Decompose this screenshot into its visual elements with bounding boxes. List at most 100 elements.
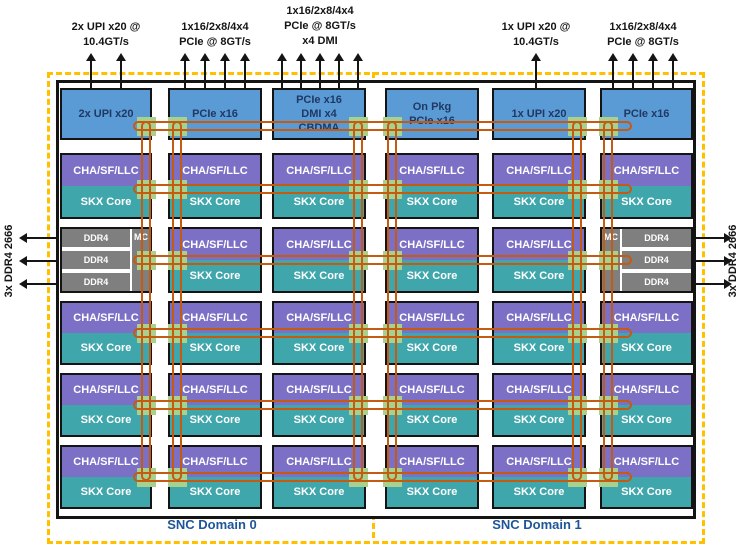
mesh-vertical-ring	[141, 121, 151, 481]
io-tile-label: PCIe x16	[296, 94, 342, 106]
skx-core-block: SKX Core	[387, 405, 477, 435]
mesh-vertical-ring	[353, 121, 363, 481]
core-tile: CHA/SF/LLC SKX Core	[385, 227, 479, 293]
snc-dashed-border	[47, 72, 705, 544]
ddr-arrow-shaft	[27, 237, 57, 239]
mesh-horizontal-ring	[133, 400, 632, 410]
mesh-horizontal-ring	[133, 328, 632, 338]
ddr4-slot: DDR4	[622, 273, 691, 291]
core-tile: CHA/SF/LLC SKX Core	[60, 153, 152, 219]
io-arrow-up-icon	[200, 53, 210, 61]
io-arrow-shaft	[535, 61, 537, 89]
skx-core-block: SKX Core	[494, 477, 584, 507]
io-arrow-up-icon	[628, 53, 638, 61]
io-arrow-up-icon	[86, 53, 96, 61]
core-tile: CHA/SF/LLC SKX Core	[272, 153, 366, 219]
top-io-label: 1x16/2x8/4x4 PCIe @ 8GT/s x4 DMI	[245, 4, 395, 49]
top-io-label-line: 1x16/2x8/4x4	[286, 5, 354, 17]
io-arrow-up-icon	[531, 53, 541, 61]
top-io-label: 1x16/2x8/4x4 PCIe @ 8GT/s	[568, 20, 718, 50]
ddr4-slot: DDR4	[62, 273, 130, 291]
skx-core-block: SKX Core	[387, 333, 477, 363]
top-io-label-line: 1x UPI x20 @	[501, 21, 571, 33]
io-arrow-shaft	[338, 61, 340, 89]
top-io-label-line: PCIe @ 8GT/s	[179, 36, 251, 48]
mesh-vertical-ring	[603, 121, 613, 481]
cha-sf-llc-block: CHA/SF/LLC	[387, 229, 477, 260]
io-tile-label: CBDMA	[298, 122, 340, 134]
mesh-horizontal-ring	[133, 255, 632, 265]
ddr4-slot: DDR4	[62, 229, 130, 247]
core-tile: CHA/SF/LLC SKX Core	[168, 227, 262, 293]
top-io-label-line: PCIe @ 8GT/s	[607, 36, 679, 48]
mesh-vertical-ring	[572, 121, 582, 481]
top-io-label-line: PCIe @ 8GT/s	[284, 20, 356, 32]
top-io-label: 1x16/2x8/4x4 PCIe @ 8GT/s	[140, 20, 290, 50]
cha-sf-llc-block: CHA/SF/LLC	[274, 303, 364, 333]
io-arrow-up-icon	[116, 53, 126, 61]
io-arrow-shaft	[612, 61, 614, 89]
io-arrow-up-icon	[277, 53, 287, 61]
io-arrow-shaft	[184, 61, 186, 89]
ddr-arrow-shaft	[27, 260, 57, 262]
io-arrow-up-icon	[608, 53, 618, 61]
top-io-label-line: 1x16/2x8/4x4	[609, 21, 677, 33]
core-tile: CHA/SF/LLC SKX Core	[60, 301, 152, 365]
io-tile-label: PCIe x16	[623, 108, 670, 120]
ddr-label-left: 3x DDR4 2666	[3, 224, 15, 298]
core-tile: CHA/SF/LLC SKX Core	[492, 373, 586, 437]
io-arrow-up-icon	[334, 53, 344, 61]
mesh-horizontal-ring	[133, 472, 632, 482]
skx-core-block: SKX Core	[387, 477, 477, 507]
io-arrow-shaft	[244, 61, 246, 89]
snc-domain-0-label: SNC Domain 0	[167, 517, 257, 532]
ddr-arrow-left-icon	[19, 256, 27, 266]
ddr-arrow-right-icon	[724, 233, 732, 243]
top-io-label-line: 1x16/2x8/4x4	[181, 21, 249, 33]
io-arrow-shaft	[281, 61, 283, 89]
io-arrow-up-icon	[315, 53, 325, 61]
top-io-label: 1x UPI x20 @ 10.4GT/s	[461, 20, 611, 50]
top-io-label-line: 2x UPI x20 @	[71, 21, 141, 33]
io-tile-label: On Pkg	[412, 101, 452, 113]
io-arrow-up-icon	[296, 53, 306, 61]
io-arrow-shaft	[357, 61, 359, 89]
top-io-label-line: x4 DMI	[302, 35, 338, 47]
io-arrow-up-icon	[240, 53, 250, 61]
top-io-label: 2x UPI x20 @ 10.4GT/s	[31, 20, 181, 50]
die-outline	[56, 80, 696, 519]
io-arrow-shaft	[204, 61, 206, 89]
ddr-arrow-right-icon	[724, 256, 732, 266]
snc-domain-1-label: SNC Domain 1	[492, 517, 582, 532]
skx-core-block: SKX Core	[602, 186, 691, 217]
top-io-label-line: 10.4GT/s	[83, 36, 129, 48]
ddr-arrow-shaft	[694, 283, 724, 285]
io-tile-label: PCIe x16	[192, 108, 238, 120]
core-tile: CHA/SF/LLC SKX Core	[385, 153, 479, 219]
top-io-label-line: 10.4GT/s	[513, 36, 559, 48]
ddr-arrow-left-icon	[19, 233, 27, 243]
core-tile: CHA/SF/LLC SKX Core	[60, 373, 152, 437]
skx-core-block: SKX Core	[494, 186, 584, 217]
skx-core-block: SKX Core	[387, 260, 477, 291]
skx-core-block: SKX Core	[62, 477, 150, 507]
io-arrow-shaft	[224, 61, 226, 89]
io-arrow-shaft	[672, 61, 674, 89]
io-arrow-up-icon	[668, 53, 678, 61]
cha-sf-llc-block: CHA/SF/LLC	[170, 229, 260, 260]
io-arrow-up-icon	[180, 53, 190, 61]
ddr4-slot: DDR4	[622, 229, 691, 247]
io-arrow-shaft	[120, 61, 122, 89]
io-tile: On Pkg PCIe x16	[385, 88, 479, 140]
io-tile-label: 1x UPI x20	[511, 108, 567, 120]
mesh-vertical-ring	[172, 121, 182, 481]
io-arrow-shaft	[319, 61, 321, 89]
io-arrow-shaft	[90, 61, 92, 89]
io-arrow-shaft	[632, 61, 634, 89]
mesh-vertical-ring	[387, 121, 397, 481]
core-tile: CHA/SF/LLC SKX Core	[600, 373, 693, 437]
io-arrow-up-icon	[648, 53, 658, 61]
io-tile-label: 2x UPI x20	[78, 108, 134, 120]
skx-core-block: SKX Core	[387, 186, 477, 217]
